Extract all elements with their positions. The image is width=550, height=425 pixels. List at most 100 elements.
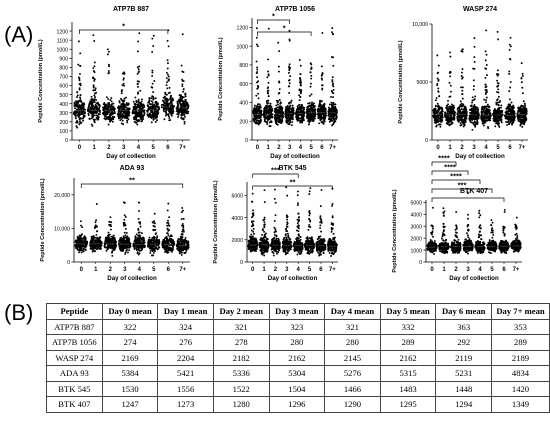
data-point	[519, 107, 522, 110]
data-point	[271, 107, 274, 110]
data-point	[180, 94, 182, 97]
data-point	[287, 71, 290, 74]
data-point	[258, 103, 261, 106]
data-point	[266, 102, 269, 105]
data-point	[496, 98, 499, 101]
data-point	[118, 116, 120, 119]
x-tick-label: 5	[151, 145, 155, 151]
data-point	[81, 233, 84, 236]
data-point	[497, 82, 500, 85]
data-point	[165, 93, 168, 96]
data-point	[79, 96, 81, 99]
data-point	[500, 106, 502, 109]
data-point	[316, 113, 319, 116]
data-point	[297, 110, 300, 113]
data-point	[82, 119, 85, 122]
data-point	[99, 247, 102, 250]
data-point	[313, 109, 316, 112]
data-point	[94, 87, 97, 90]
data-point	[516, 115, 519, 118]
data-point	[474, 95, 477, 98]
data-point	[302, 116, 305, 119]
data-point	[109, 119, 112, 122]
data-point	[298, 103, 301, 106]
data-point	[496, 101, 499, 104]
data-point	[107, 70, 110, 72]
data-point	[186, 103, 189, 106]
data-point	[299, 121, 302, 124]
data-point	[263, 107, 266, 110]
data-point	[146, 104, 149, 107]
data-point	[123, 231, 126, 234]
data-point	[148, 97, 151, 99]
data-point	[94, 226, 97, 229]
data-point	[310, 77, 313, 80]
data-point	[268, 121, 271, 124]
data-point	[432, 108, 435, 111]
data-point	[166, 87, 169, 90]
data-point	[121, 119, 124, 122]
data-point	[464, 119, 467, 122]
data-point	[127, 238, 130, 241]
data-point	[437, 79, 440, 82]
data-point	[127, 102, 130, 105]
data-point	[486, 103, 489, 106]
data-point	[471, 101, 473, 104]
data-point	[102, 109, 105, 112]
data-point	[439, 119, 442, 121]
data-point	[461, 97, 464, 100]
data-point	[436, 54, 439, 57]
data-point	[520, 116, 523, 119]
data-point	[80, 105, 83, 108]
data-point	[524, 104, 527, 107]
data-point	[141, 110, 143, 113]
data-point	[471, 121, 474, 124]
data-point	[79, 120, 81, 123]
data-point	[104, 236, 107, 239]
data-point	[331, 27, 334, 30]
data-point	[137, 68, 140, 71]
data-point	[163, 118, 166, 121]
data-point	[169, 97, 172, 100]
data-point	[82, 106, 85, 109]
data-point	[473, 45, 476, 48]
data-point	[90, 123, 93, 126]
data-point	[259, 119, 262, 122]
data-point	[289, 118, 292, 121]
data-point	[307, 113, 310, 116]
data-point	[163, 102, 166, 105]
data-point	[331, 105, 334, 108]
data-point	[181, 112, 184, 115]
data-point	[93, 39, 96, 42]
data-point	[255, 122, 258, 125]
data-point	[486, 109, 489, 111]
data-point	[497, 84, 500, 87]
data-point	[301, 104, 303, 107]
data-point	[278, 115, 281, 118]
data-point	[78, 249, 81, 252]
data-point	[278, 80, 281, 83]
data-point	[496, 69, 499, 72]
data-point	[280, 119, 283, 122]
data-point	[523, 102, 526, 105]
data-point	[75, 125, 78, 128]
data-point	[92, 89, 95, 92]
data-point	[259, 106, 262, 109]
data-point	[95, 230, 98, 233]
data-point	[108, 65, 110, 68]
data-point	[497, 95, 500, 98]
data-point	[134, 106, 137, 108]
data-point	[456, 113, 459, 116]
data-point	[180, 113, 183, 116]
data-point	[107, 53, 109, 56]
data-point	[140, 112, 143, 115]
y-tick-label: 0	[245, 138, 248, 144]
data-point	[487, 127, 490, 130]
data-point	[182, 104, 184, 107]
data-point	[472, 67, 475, 70]
data-point	[512, 104, 515, 107]
data-point	[126, 111, 129, 114]
data-point	[457, 120, 460, 123]
data-point	[82, 104, 85, 107]
significance-label: *	[283, 24, 286, 33]
